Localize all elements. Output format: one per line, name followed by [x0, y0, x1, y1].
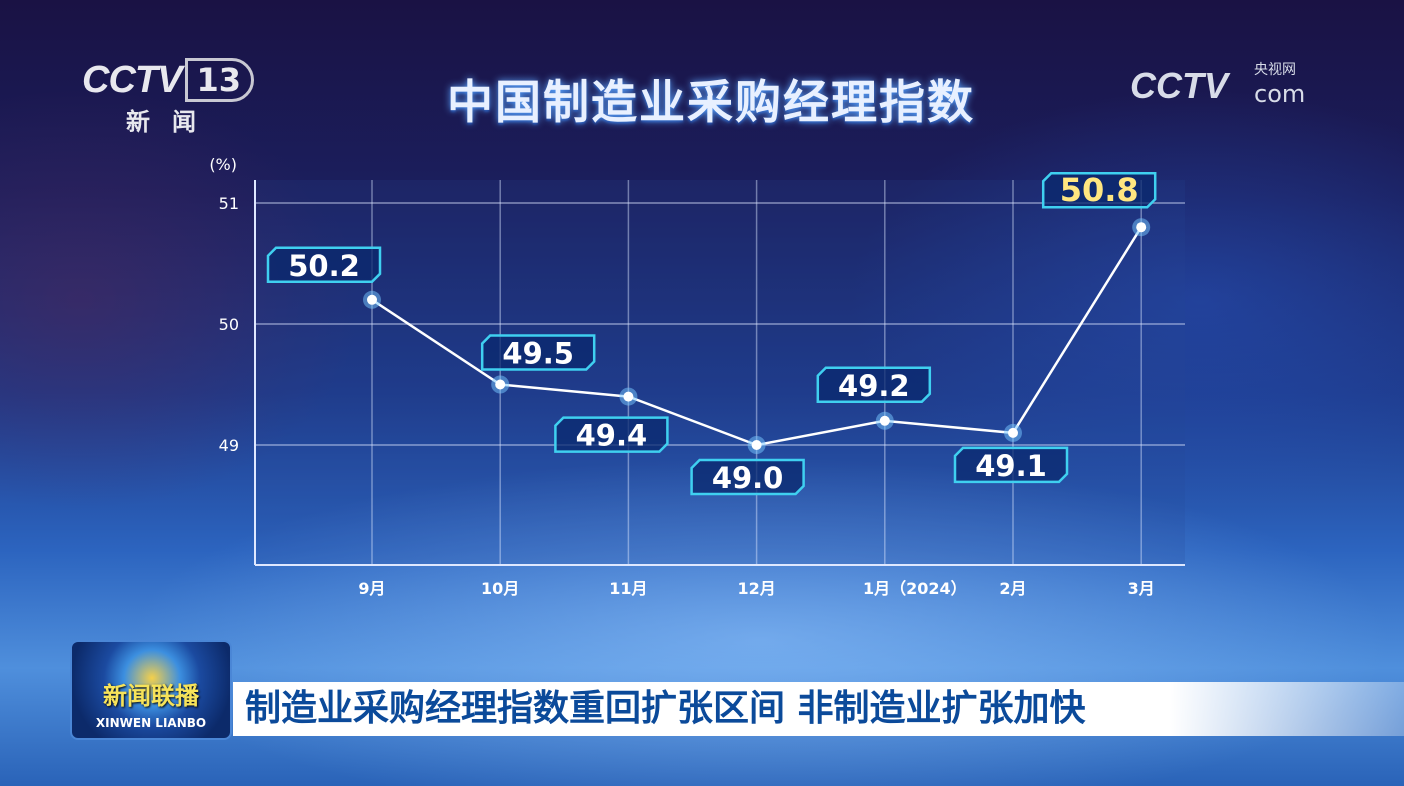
- headline-text: 制造业采购经理指数重回扩张区间 非制造业扩张加快: [245, 688, 1086, 729]
- data-label-box: [953, 446, 1069, 484]
- data-point: [623, 391, 634, 402]
- logo-subtitle: 新闻: [126, 108, 218, 136]
- cctv-com-watermark: CCTV 央视网 com: [1130, 62, 1330, 112]
- watermark-brand: CCTV: [1130, 65, 1228, 106]
- x-tick-label: 1月（2024）: [863, 579, 967, 598]
- data-point: [1008, 427, 1018, 438]
- x-tick-label: 3月: [1128, 579, 1155, 598]
- x-tick-label: 9月: [358, 579, 385, 598]
- program-name-en: XINWEN LIANBO: [95, 716, 207, 730]
- plot-area: [255, 180, 1185, 565]
- logo-channel-number: 13: [185, 58, 254, 102]
- x-tick-label: 10月: [481, 579, 519, 598]
- data-label: 49.5: [502, 337, 574, 371]
- data-label: 50.2: [288, 249, 360, 283]
- data-label-box: [480, 334, 596, 371]
- logo-brand: CCTV: [82, 59, 182, 101]
- chart-title: 中国制造业采购经理指数: [447, 75, 975, 129]
- data-label: 49.4: [576, 419, 648, 453]
- x-tick-label: 12月: [737, 579, 775, 598]
- watermark-cn: 央视网: [1254, 62, 1296, 78]
- data-label-box: [554, 416, 669, 453]
- data-point: [495, 379, 506, 390]
- data-label: 50.8: [1060, 171, 1139, 209]
- data-label-box: [816, 366, 932, 404]
- y-tick-label: 51: [219, 194, 239, 213]
- x-tick-label: 2月: [999, 579, 1026, 598]
- logo-row: CCTV 13: [82, 58, 254, 102]
- data-point: [367, 294, 377, 305]
- program-name-cn: 新闻联播: [103, 682, 199, 710]
- data-label: 49.2: [838, 369, 910, 403]
- data-label-box: [1041, 171, 1157, 209]
- data-point: [751, 440, 762, 450]
- data-label: 49.0: [712, 461, 784, 495]
- headline-bar: 制造业采购经理指数重回扩张区间 非制造业扩张加快: [233, 682, 1404, 736]
- data-point: [879, 415, 890, 426]
- x-tick-label: 11月: [609, 579, 647, 598]
- xinwen-lianbo-logo: 新闻联播 XINWEN LIANBO: [70, 640, 232, 740]
- y-tick-label: 50: [219, 315, 239, 334]
- data-label-box: [266, 246, 382, 284]
- data-label: 49.1: [975, 449, 1047, 483]
- y-tick-label: 49: [219, 436, 239, 455]
- data-label-box: [690, 458, 805, 496]
- data-point: [1136, 222, 1147, 233]
- y-axis-unit: (%): [209, 155, 237, 174]
- watermark-com: com: [1254, 80, 1306, 108]
- cctv13-logo: CCTV 13 新闻: [82, 58, 272, 138]
